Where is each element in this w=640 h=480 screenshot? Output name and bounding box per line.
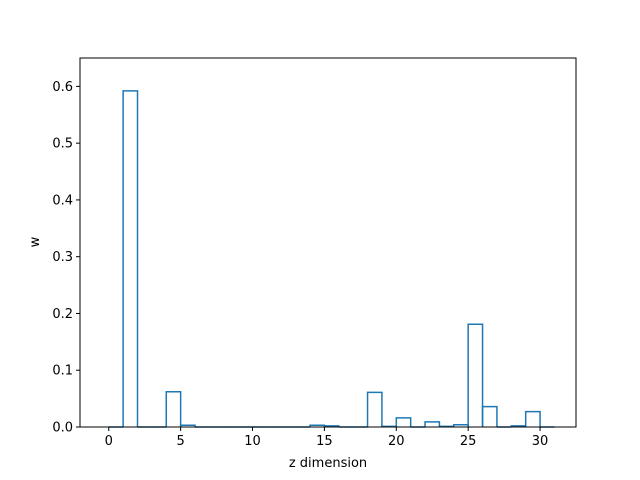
y-tick-label: 0.4 [52,193,73,208]
y-tick-label: 0.0 [52,421,73,436]
y-tick-label: 0.3 [52,250,73,265]
x-tick-label: 30 [532,434,549,449]
y-tick-label: 0.5 [52,137,73,152]
y-tick-label: 0.1 [52,364,73,379]
x-tick-label: 10 [244,434,261,449]
histogram-bar-4 [165,391,182,427]
plot-frame [79,57,577,428]
x-tick-label: 5 [176,434,184,449]
x-tick-label: 0 [105,434,113,449]
x-tick-label: 25 [460,434,477,449]
histogram-bar-29 [524,410,541,427]
y-axis-label: w [28,236,43,247]
x-tick-label: 20 [388,434,405,449]
histogram-bar-1 [122,90,139,427]
histogram-bar-18 [366,391,383,427]
y-axis: 0.0 0.1 0.2 0.3 0.4 0.5 0.6 [52,80,80,436]
histogram-bar-22 [424,421,441,427]
histogram-bar-25 [467,323,484,427]
histogram-bar-5 [179,424,196,427]
histogram-bar-26 [481,405,498,427]
y-tick-label: 0.2 [52,307,73,322]
y-tick-label: 0.6 [52,80,73,95]
x-axis: 0 5 10 15 20 25 30 [105,427,549,449]
histogram-bar-20 [395,417,412,427]
x-tick-label: 15 [316,434,333,449]
x-axis-label: z dimension [289,456,367,471]
